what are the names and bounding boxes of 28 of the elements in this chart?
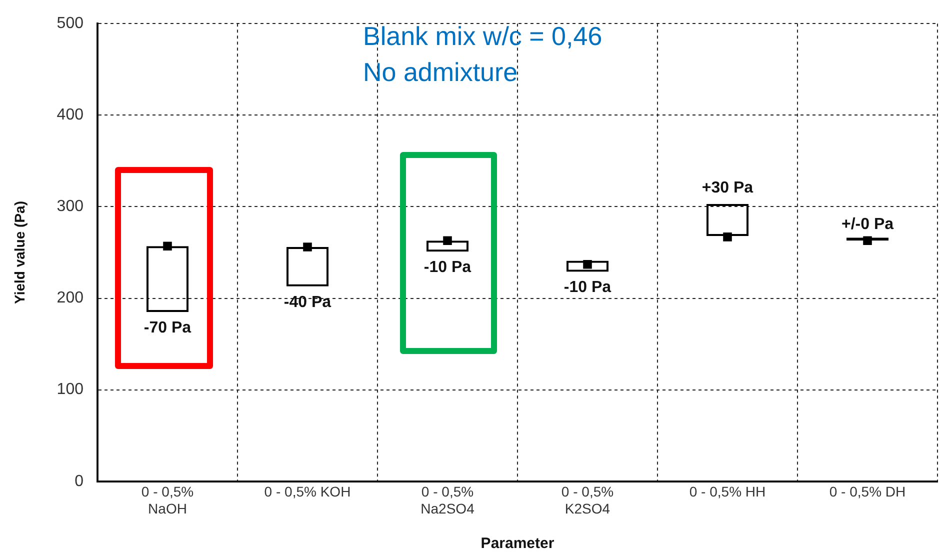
point [443, 236, 452, 245]
point [723, 232, 732, 242]
point [583, 260, 592, 269]
y-tick-label: 200 [56, 290, 84, 307]
annotation: +/-0 Pa [841, 216, 894, 234]
annotation: -10 Pa [564, 279, 612, 296]
y-axis-title: Yield value (Pa) [11, 201, 28, 304]
x-tick-label: 0 - 0,5% HH [689, 484, 766, 500]
point [863, 236, 872, 245]
x-tick-label: 0 - 0,5% KOH [264, 484, 351, 500]
point [303, 242, 312, 252]
annotation: No admixture [363, 57, 518, 88]
x-tick-label: 0 - 0,5% DH [829, 484, 906, 500]
x-axis-title: Parameter [480, 535, 554, 552]
x-tick-label: 0 - 0,5% NaOH [141, 484, 194, 516]
y-tick-label: 500 [56, 15, 84, 32]
annotation: -40 Pa [284, 294, 332, 311]
x-tick-label: 0 - 0,5% Na2SO4 [420, 484, 475, 516]
y-tick-label: 300 [56, 198, 84, 216]
y-tick-label: 100 [56, 381, 84, 398]
annotation: Blank mix w/c = 0,46 [363, 21, 602, 52]
annotation: -10 Pa [424, 258, 472, 276]
y-tick-label: 0 [74, 472, 84, 490]
annotation: -70 Pa [144, 319, 192, 336]
annotation: +30 Pa [702, 179, 754, 196]
y-tick-label: 400 [56, 106, 84, 124]
x-tick-label: 0 - 0,5% K2SO4 [561, 484, 614, 516]
point [163, 242, 172, 250]
